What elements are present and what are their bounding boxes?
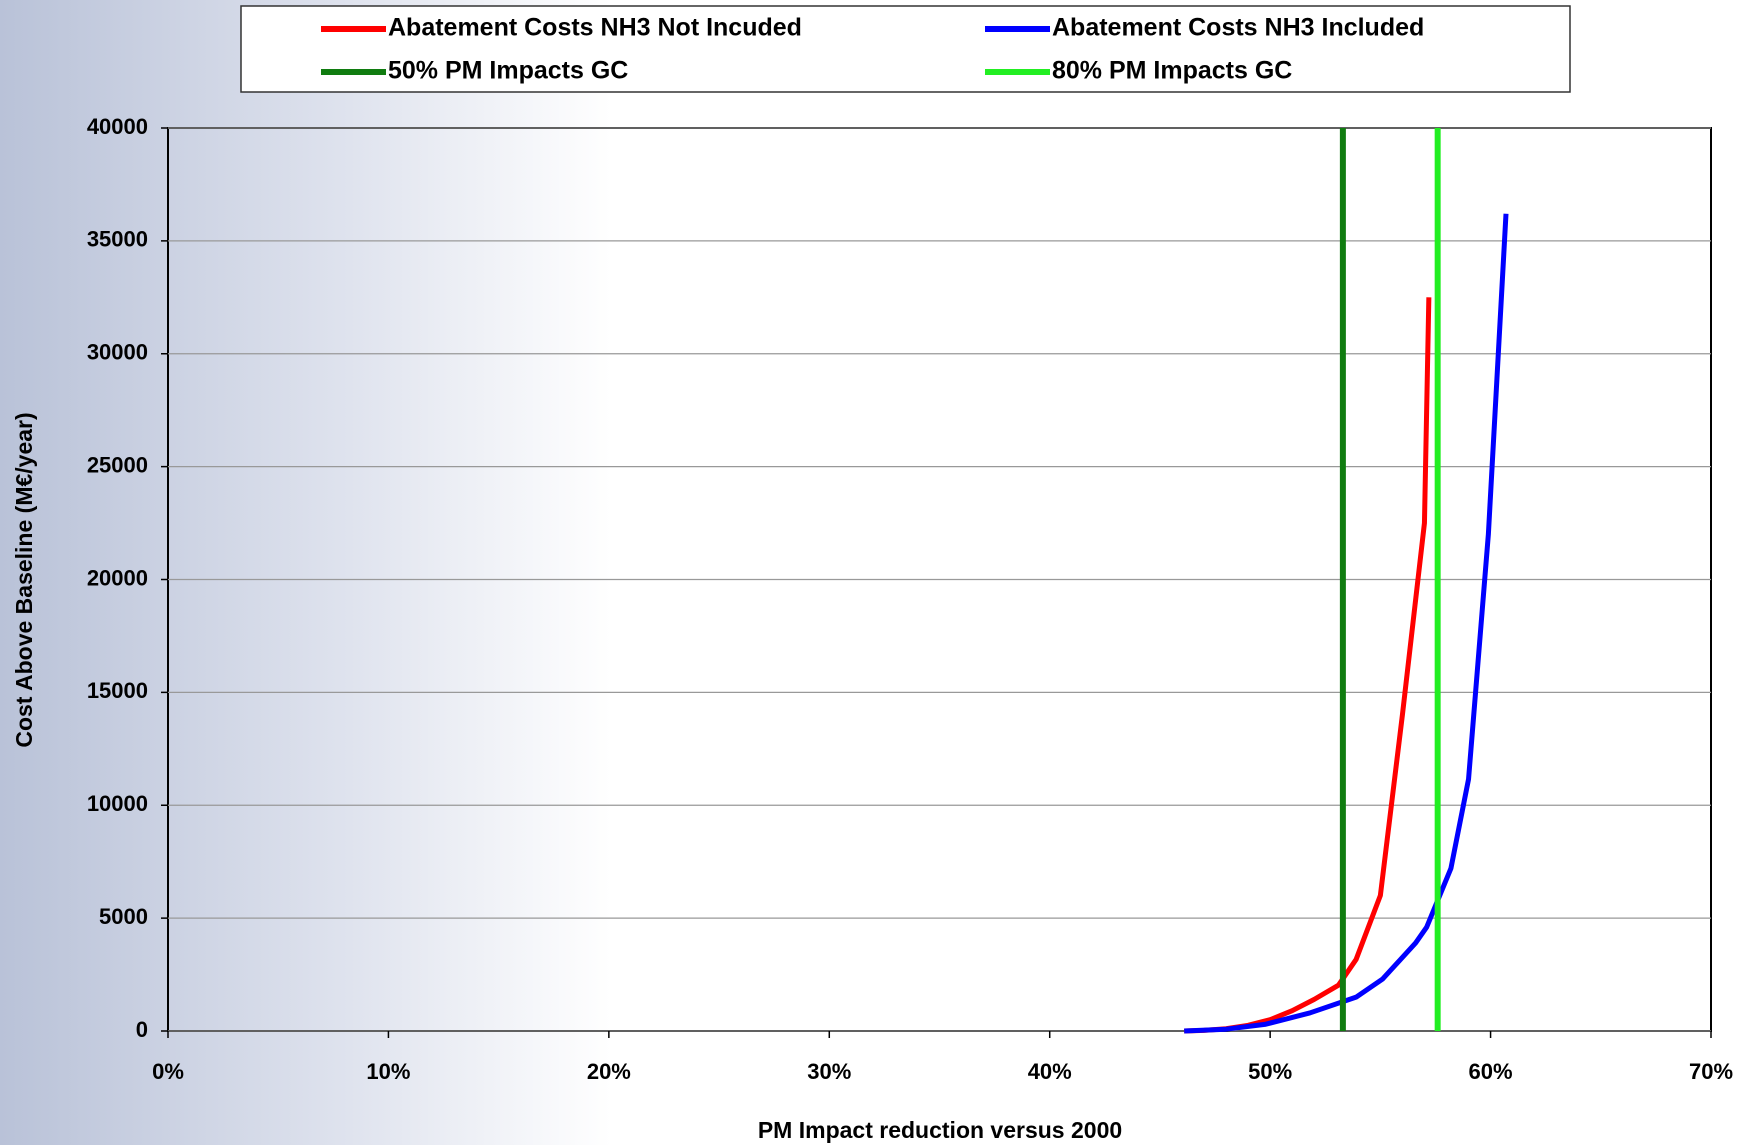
x-tick-label: 30% [807,1059,851,1084]
x-axis-title: PM Impact reduction versus 2000 [758,1117,1122,1143]
y-tick-label: 10000 [87,791,148,816]
y-tick-label: 20000 [87,565,148,590]
y-tick-label: 25000 [87,452,148,477]
x-tick-label: 10% [366,1059,410,1084]
legend-label: 80% PM Impacts GC [1052,57,1292,85]
x-tick-label: 40% [1028,1059,1072,1084]
y-tick-label: 40000 [87,114,148,139]
chart: PM Impact reduction versus 2000 Cost Abo… [0,0,1747,1145]
x-tick-label: 0% [152,1059,184,1084]
y-tick-label: 35000 [87,227,148,252]
y-tick-label: 5000 [99,904,148,929]
y-axis-title: Cost Above Baseline (M€/year) [11,412,37,747]
x-tick-label: 60% [1469,1059,1513,1084]
legend-label: 50% PM Impacts GC [388,57,628,85]
y-tick-label: 30000 [87,340,148,365]
x-tick-label: 50% [1248,1059,1292,1084]
legend-label: Abatement Costs NH3 Not Incuded [388,14,802,42]
y-tick-label: 0 [136,1017,148,1042]
y-tick-label: 15000 [87,678,148,703]
legend-label: Abatement Costs NH3 Included [1052,14,1424,42]
x-tick-label: 20% [587,1059,631,1084]
x-tick-label: 70% [1689,1059,1733,1084]
